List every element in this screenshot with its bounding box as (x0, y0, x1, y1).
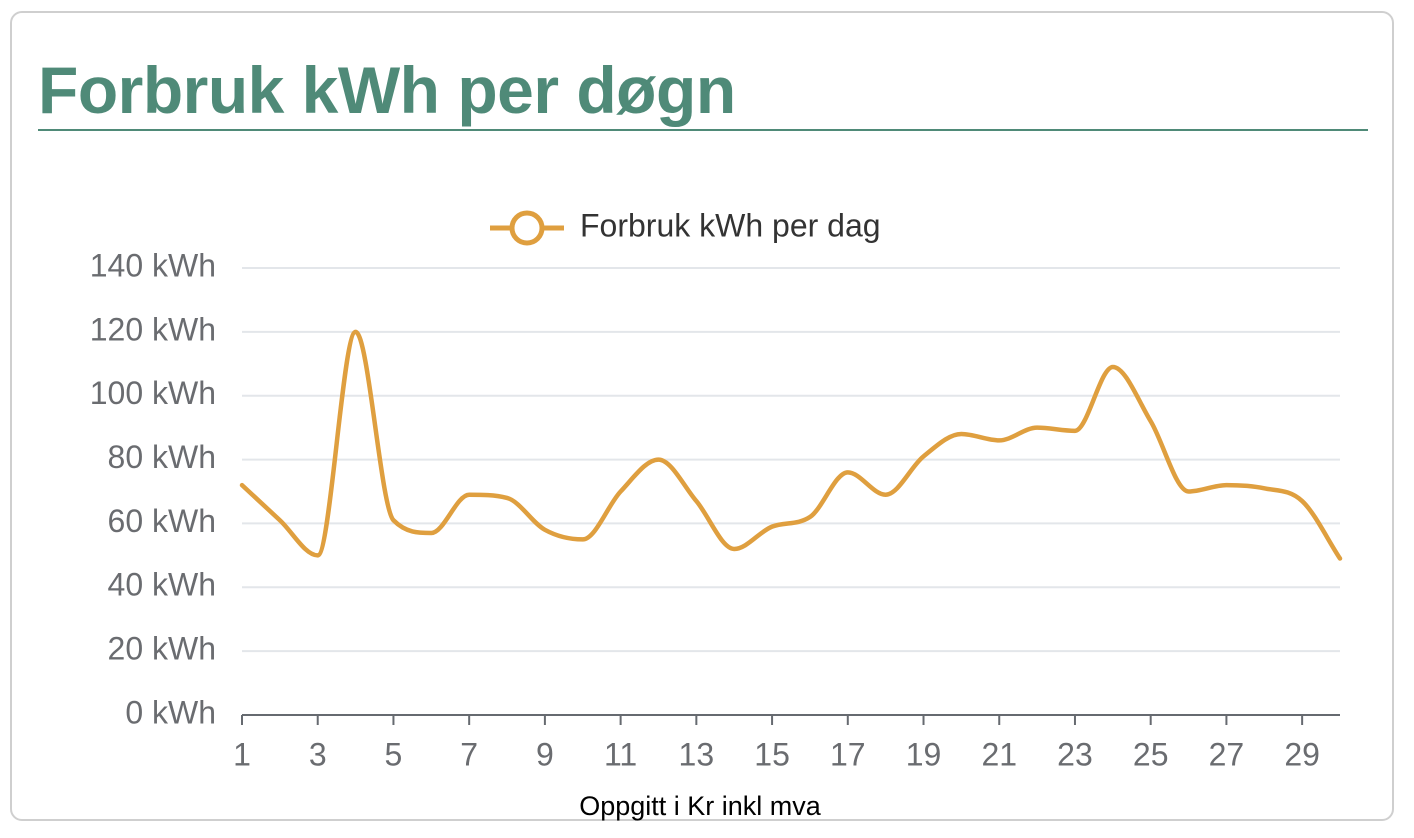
y-tick-label: 80 kWh (108, 439, 216, 475)
x-tick-label: 15 (754, 736, 790, 772)
y-tick-label: 120 kWh (90, 311, 216, 347)
x-axis-labels: 1 3 5 7 9 11 13 15 17 19 21 23 25 27 29 (233, 736, 1320, 772)
x-tick-label: 25 (1133, 736, 1169, 772)
y-tick-label: 0 kWh (125, 694, 216, 730)
x-axis-caption: Oppgitt i Kr inkl mva (579, 791, 822, 821)
grid-lines (242, 267, 1340, 653)
legend-circle-marker (509, 210, 545, 246)
x-tick-label: 23 (1057, 736, 1093, 772)
x-tick-label: 21 (981, 736, 1017, 772)
y-tick-label: 40 kWh (108, 567, 216, 603)
x-tick-label: 19 (906, 736, 942, 772)
x-axis (241, 714, 1340, 725)
legend-label: Forbruk kWh per dag (580, 207, 881, 243)
series-layer (239, 329, 1343, 561)
x-tick-label: 17 (830, 736, 866, 772)
x-tick-label: 27 (1209, 736, 1245, 772)
x-tick-label: 9 (536, 736, 554, 772)
x-tick-label: 13 (679, 736, 715, 772)
x-tick-label: 5 (385, 736, 403, 772)
series-line (239, 329, 1343, 561)
x-tick-label: 7 (460, 736, 478, 772)
x-tick-label: 11 (604, 736, 637, 772)
x-tick-label: 3 (309, 736, 327, 772)
legend[interactable]: Forbruk kWh per dag (490, 207, 881, 246)
title-divider (38, 129, 1368, 131)
y-tick-label: 140 kWh (90, 247, 216, 283)
y-tick-label: 60 kWh (108, 503, 216, 539)
x-tick-label: 29 (1284, 736, 1320, 772)
y-axis-labels: 0 kWh 20 kWh 40 kWh 60 kWh 80 kWh 100 kWh 120 … (90, 247, 216, 730)
x-tick-label: 1 (233, 736, 251, 772)
y-tick-label: 100 kWh (90, 375, 216, 411)
y-tick-label: 20 kWh (108, 631, 216, 667)
chart-card: Forbruk kWh per døgn (10, 11, 1394, 821)
card-title: Forbruk kWh per døgn (38, 53, 736, 127)
